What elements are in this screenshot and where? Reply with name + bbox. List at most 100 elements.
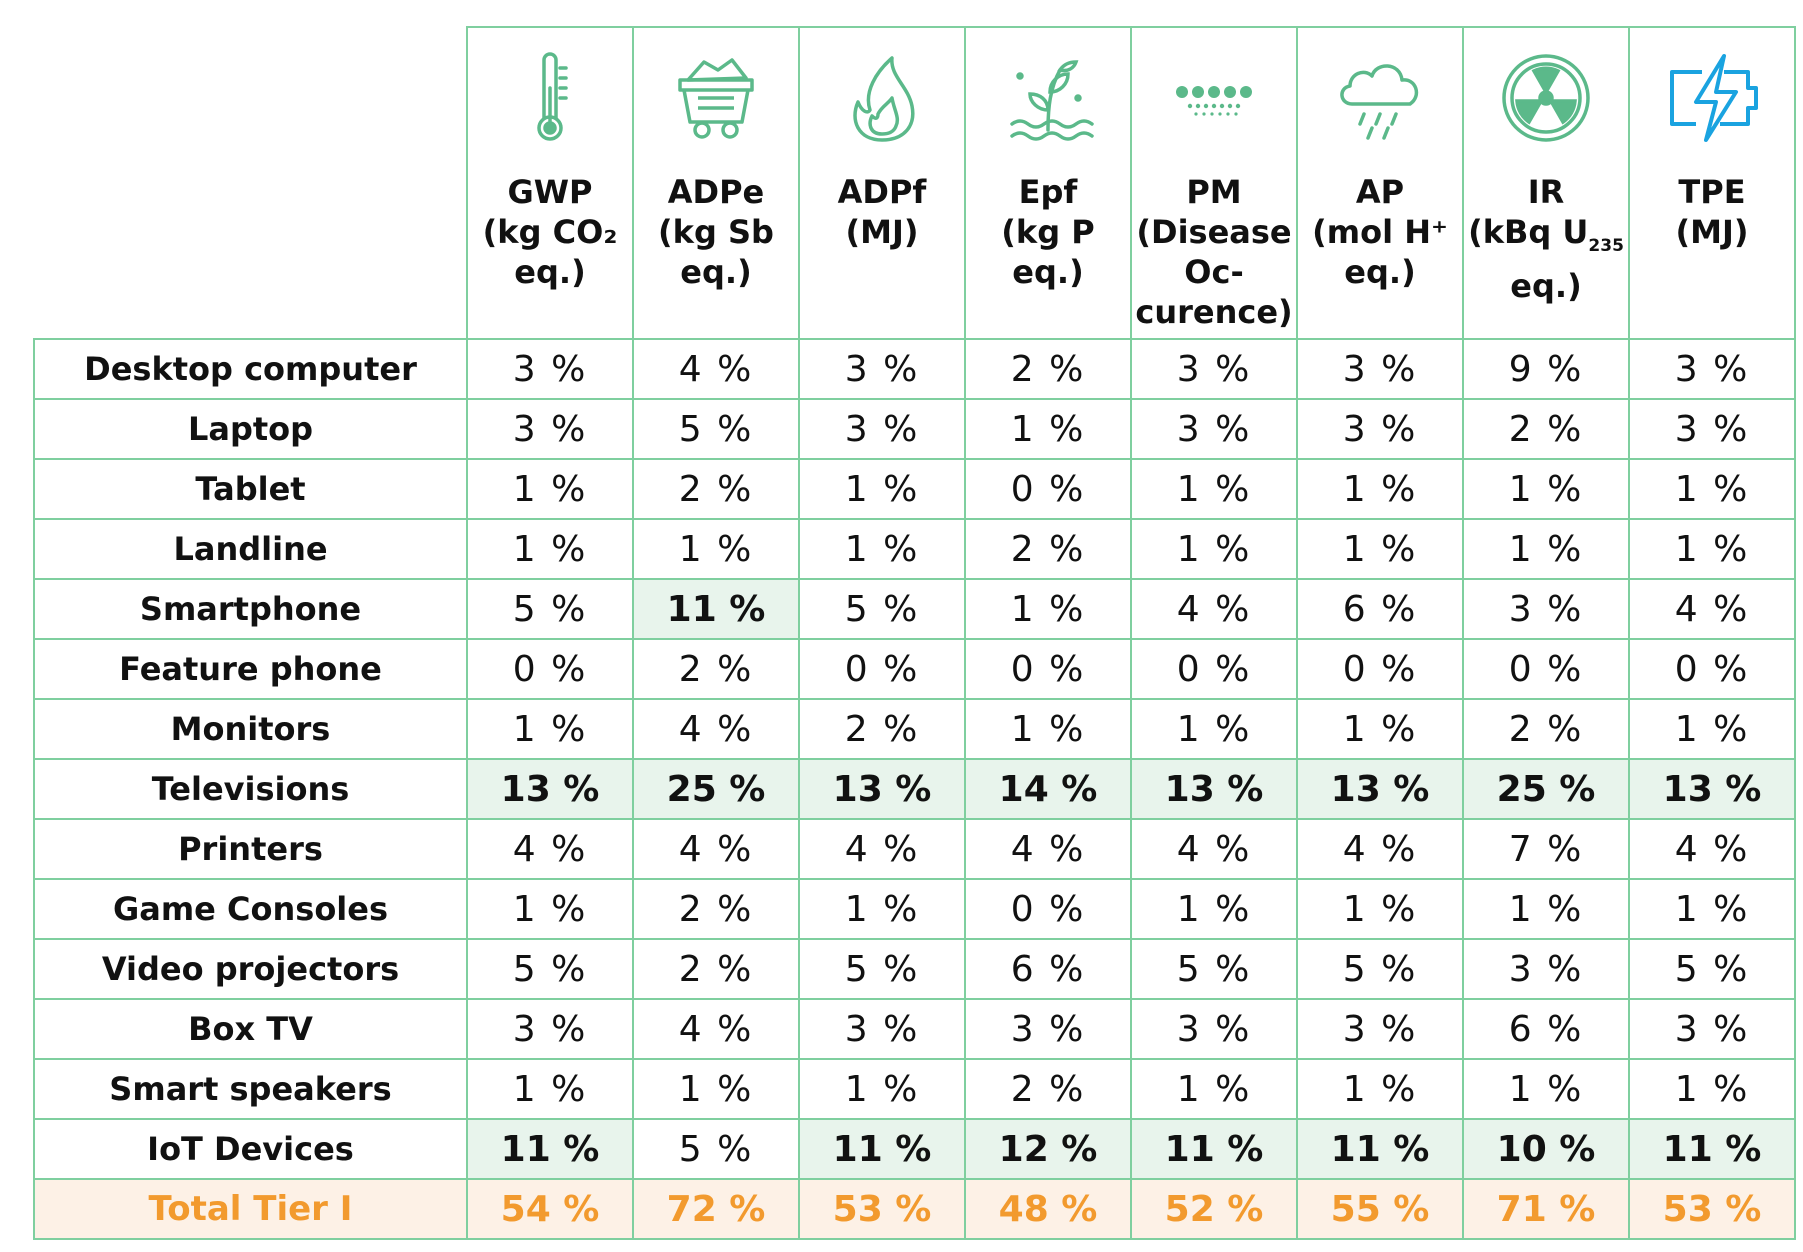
value-cell: 3 % (798, 338, 966, 400)
row-label: Video projectors (33, 938, 468, 1000)
value-cell: 3 % (466, 398, 634, 460)
column-title: TPE (MJ) (1675, 173, 1749, 251)
total-value-cell: 72 % (632, 1178, 800, 1240)
value-cell: 25 % (1462, 758, 1630, 820)
total-value-cell: 53 % (1628, 1178, 1796, 1240)
value-cell: 11 % (1296, 1118, 1464, 1180)
column-header-adpf: ADPf (MJ) (798, 26, 966, 340)
value-cell: 4 % (632, 698, 800, 760)
impact-table: GWP (kg CO₂ eq.) ADPe (kg Sb eq.) (33, 26, 1796, 1240)
value-cell: 2 % (964, 338, 1132, 400)
value-cell: 14 % (964, 758, 1132, 820)
value-cell: 1 % (1628, 1058, 1796, 1120)
value-cell: 1 % (1462, 878, 1630, 940)
value-cell: 1 % (964, 578, 1132, 640)
value-cell: 2 % (632, 878, 800, 940)
flame-icon (832, 48, 932, 148)
value-cell: 1 % (1462, 1058, 1630, 1120)
value-cell: 1 % (964, 398, 1132, 460)
value-cell: 1 % (798, 1058, 966, 1120)
plant-water-icon (998, 48, 1098, 148)
acid-rain-icon (1330, 48, 1430, 148)
value-cell: 1 % (466, 458, 634, 520)
column-header-ir: IR (kBq U235 eq.) (1462, 26, 1630, 340)
value-cell: 3 % (1296, 338, 1464, 400)
table-row: Tablet 1 % 2 % 1 % 0 % 1 % 1 % 1 % 1 % (33, 458, 1796, 520)
total-label: Total Tier I (33, 1178, 468, 1240)
value-cell: 3 % (1130, 998, 1298, 1060)
table-row: Video projectors 5 % 2 % 5 % 6 % 5 % 5 % 3 % 5 % (33, 938, 1796, 1000)
value-cell: 0 % (1462, 638, 1630, 700)
value-cell: 1 % (1296, 518, 1464, 580)
row-label: Game Consoles (33, 878, 468, 940)
row-label: Printers (33, 818, 468, 880)
value-cell: 13 % (1628, 758, 1796, 820)
value-cell: 0 % (964, 878, 1132, 940)
value-cell: 4 % (1130, 578, 1298, 640)
value-cell: 12 % (964, 1118, 1132, 1180)
value-cell: 0 % (1628, 638, 1796, 700)
row-label: Smart speakers (33, 1058, 468, 1120)
value-cell: 2 % (1462, 398, 1630, 460)
value-cell: 5 % (1296, 938, 1464, 1000)
value-cell: 5 % (466, 578, 634, 640)
value-cell: 3 % (1130, 398, 1298, 460)
value-cell: 1 % (1296, 1058, 1464, 1120)
column-header-pm: PM (Disease Oc-curence) (1130, 26, 1298, 340)
value-cell: 3 % (466, 998, 634, 1060)
column-title: ADPe (kg Sb eq.) (658, 173, 774, 291)
table-row: IoT Devices 11 % 5 % 11 % 12 % 11 % 11 % 10 % 11… (33, 1118, 1796, 1180)
total-row: Total Tier I 54 % 72 % 53 % 48 % 52 % 55 % 71 %… (33, 1178, 1796, 1240)
table-row: Landline 1 % 1 % 1 % 2 % 1 % 1 % 1 % 1 % (33, 518, 1796, 580)
value-cell: 5 % (632, 1118, 800, 1180)
column-title: ADPf (MJ) (837, 173, 927, 251)
particles-icon (1164, 48, 1264, 148)
value-cell: 2 % (964, 1058, 1132, 1120)
value-cell: 0 % (964, 638, 1132, 700)
value-cell: 1 % (1130, 1058, 1298, 1120)
value-cell: 5 % (466, 938, 634, 1000)
value-cell: 13 % (466, 758, 634, 820)
value-cell: 1 % (632, 1058, 800, 1120)
value-cell: 3 % (1296, 398, 1464, 460)
total-value-cell: 55 % (1296, 1178, 1464, 1240)
value-cell: 11 % (466, 1118, 634, 1180)
value-cell: 1 % (466, 518, 634, 580)
value-cell: 1 % (964, 698, 1132, 760)
value-cell: 9 % (1462, 338, 1630, 400)
value-cell: 2 % (1462, 698, 1630, 760)
header-row: GWP (kg CO₂ eq.) ADPe (kg Sb eq.) (34, 26, 1796, 340)
value-cell: 3 % (964, 998, 1132, 1060)
value-cell: 4 % (632, 818, 800, 880)
value-cell: 1 % (466, 878, 634, 940)
column-header-adpe: ADPe (kg Sb eq.) (632, 26, 800, 340)
value-cell: 3 % (1130, 338, 1298, 400)
value-cell: 3 % (466, 338, 634, 400)
value-cell: 1 % (1130, 878, 1298, 940)
value-cell: 2 % (632, 938, 800, 1000)
row-label: Box TV (33, 998, 468, 1060)
value-cell: 10 % (1462, 1118, 1630, 1180)
row-label: IoT Devices (33, 1118, 468, 1180)
value-cell: 3 % (798, 998, 966, 1060)
value-cell: 6 % (964, 938, 1132, 1000)
table-row: Game Consoles 1 % 2 % 1 % 0 % 1 % 1 % 1 % 1 % (33, 878, 1796, 940)
value-cell: 4 % (1628, 818, 1796, 880)
value-cell: 4 % (964, 818, 1132, 880)
total-value-cell: 48 % (964, 1178, 1132, 1240)
value-cell: 3 % (1462, 938, 1630, 1000)
value-cell: 25 % (632, 758, 800, 820)
total-value-cell: 53 % (798, 1178, 966, 1240)
value-cell: 2 % (632, 638, 800, 700)
table-row: Smart speakers 1 % 1 % 1 % 2 % 1 % 1 % 1 % 1 % (33, 1058, 1796, 1120)
value-cell: 0 % (964, 458, 1132, 520)
table-row: Box TV 3 % 4 % 3 % 3 % 3 % 3 % 6 % 3 % (33, 998, 1796, 1060)
value-cell: 1 % (1130, 518, 1298, 580)
value-cell: 3 % (1628, 998, 1796, 1060)
value-cell: 1 % (798, 458, 966, 520)
table-row: Desktop computer 3 % 4 % 3 % 2 % 3 % 3 % 9 % 3 % (33, 338, 1796, 400)
value-cell: 5 % (1628, 938, 1796, 1000)
value-cell: 4 % (1296, 818, 1464, 880)
value-cell: 1 % (1296, 878, 1464, 940)
value-cell: 1 % (1628, 518, 1796, 580)
